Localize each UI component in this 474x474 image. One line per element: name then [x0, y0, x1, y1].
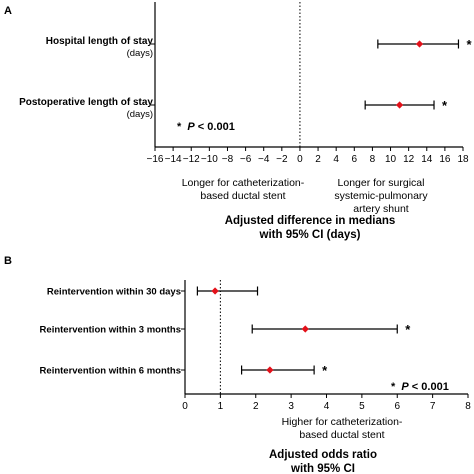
row-label: Postoperative length of stay	[19, 97, 153, 108]
significance-star: *	[466, 37, 472, 52]
x-tick-label: 10	[385, 154, 397, 165]
estimate-point	[211, 287, 219, 295]
panel-label: B	[4, 255, 12, 267]
significance-star: *	[442, 98, 448, 113]
right-direction-note: Higher for catheterization-	[282, 416, 403, 428]
x-tick-label: −12	[183, 154, 200, 165]
x-axis-title: with 95% CI	[290, 463, 355, 474]
x-axis-title: Adjusted difference in medians	[225, 215, 396, 227]
x-tick-label: 8	[465, 401, 471, 412]
row-label: Reintervention within 3 months	[40, 325, 181, 336]
x-tick-label: 7	[430, 401, 436, 412]
significance-note-p: P	[401, 381, 409, 393]
estimate-point	[415, 40, 424, 48]
x-tick-label: −10	[201, 154, 218, 165]
x-tick-label: 0	[182, 401, 188, 412]
x-tick-label: −4	[258, 154, 270, 165]
x-tick-label: 3	[288, 401, 294, 412]
significance-note-p: P	[187, 121, 195, 133]
significance-star: *	[322, 363, 328, 378]
x-tick-label: 0	[297, 154, 303, 165]
x-tick-label: 16	[439, 154, 451, 165]
left-direction-note: based ductal stent	[200, 190, 285, 202]
x-tick-label: −6	[240, 154, 252, 165]
x-tick-label: −8	[222, 154, 234, 165]
significance-note-symbol: *	[391, 381, 396, 393]
row-label: Reintervention within 6 months	[40, 366, 181, 377]
right-direction-note: Longer for surgical	[338, 177, 425, 189]
row-label: Hospital length of stay	[46, 36, 154, 47]
x-tick-label: −14	[165, 154, 182, 165]
x-tick-label: −2	[276, 154, 288, 165]
significance-star: *	[405, 322, 411, 337]
significance-note-symbol: *	[177, 121, 182, 133]
row-sublabel: (days)	[127, 109, 153, 120]
x-tick-label: −16	[147, 154, 164, 165]
estimate-point	[395, 101, 404, 109]
left-direction-note: Longer for catheterization-	[182, 177, 305, 189]
significance-note-text: < 0.001	[409, 381, 449, 393]
x-tick-label: 6	[352, 154, 358, 165]
x-tick-label: 12	[403, 154, 415, 165]
x-tick-label: 2	[253, 401, 259, 412]
estimate-point	[266, 366, 274, 374]
x-axis-title: with 95% CI (days)	[259, 229, 361, 241]
x-tick-label: 18	[457, 154, 469, 165]
x-tick-label: 2	[315, 154, 321, 165]
x-tick-label: 6	[394, 401, 400, 412]
x-tick-label: 4	[333, 154, 339, 165]
x-axis-title: Adjusted odds ratio	[269, 449, 377, 461]
estimate-point	[301, 325, 309, 333]
x-tick-label: 8	[370, 154, 376, 165]
right-direction-note: artery shunt	[353, 203, 409, 215]
row-label: Reintervention within 30 days	[47, 287, 181, 298]
right-direction-note: systemic-pulmonary	[334, 190, 428, 202]
significance-note: * P < 0.001	[177, 121, 235, 133]
significance-note: * P < 0.001	[391, 381, 449, 393]
x-tick-label: 4	[324, 401, 330, 412]
right-direction-note: based ductal stent	[299, 429, 384, 441]
panel-label: A	[4, 5, 12, 17]
x-tick-label: 1	[218, 401, 224, 412]
row-sublabel: (days)	[127, 48, 153, 59]
x-tick-label: 14	[421, 154, 433, 165]
significance-note-text: < 0.001	[195, 121, 235, 133]
x-tick-label: 5	[359, 401, 365, 412]
